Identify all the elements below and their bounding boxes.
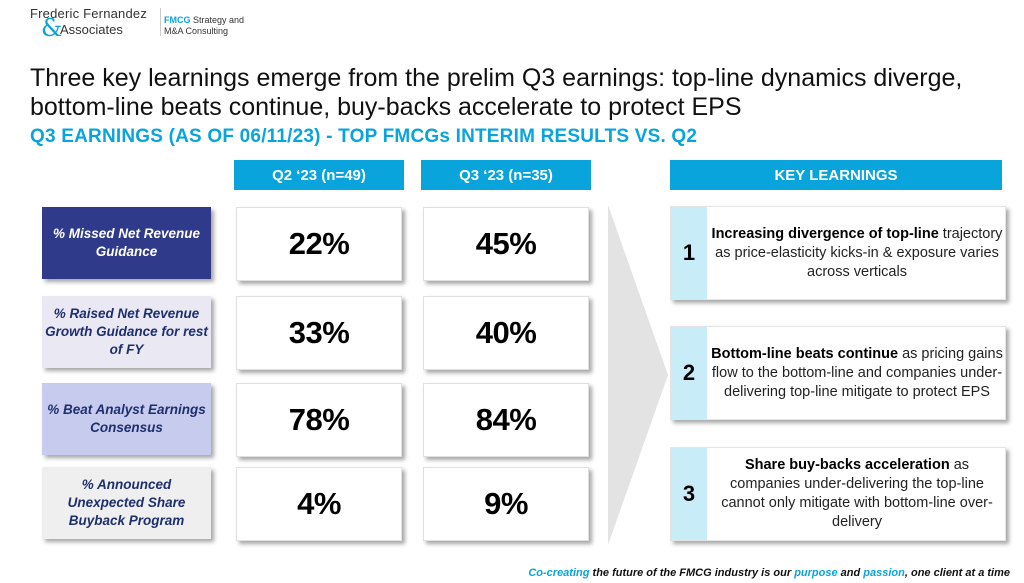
key-learning-item: 3 Share buy-backs acceleration as compani… [670,447,1006,541]
logo-name: Frederic Fernandez [30,6,148,21]
key-learning-number: 2 [671,327,707,419]
row-label: % Raised Net Revenue Growth Guidance for… [42,296,211,368]
logo-divider [160,8,161,36]
logo-ampersand: & [41,14,63,42]
slide-subtitle: Q3 EARNINGS (AS OF 06/11/23) - TOP FMCGs… [30,126,698,147]
footer-tagline: Co-creating the future of the FMCG indus… [528,567,1010,579]
logo-tagline: FMCG Strategy and [164,15,245,25]
logo-tagline-2: M&A Consulting [164,26,229,36]
q3-value: 45% [423,207,589,281]
column-header-q3: Q3 ‘23 (n=35) [421,160,591,190]
row-label: % Beat Analyst Earnings Consensus [42,383,211,455]
key-learning-number: 1 [671,207,707,299]
key-learning-text: Increasing divergence of top-line trajec… [711,225,1003,280]
key-learning-text: Share buy-backs acceleration as companie… [721,457,993,530]
key-learning-item: 2 Bottom-line beats continue as pricing g… [670,326,1006,420]
key-learning-text: Bottom-line beats continue as pricing ga… [711,345,1003,400]
q2-value: 78% [236,383,402,457]
logo-associates: Associates [60,22,123,37]
row-label: % Missed Net Revenue Guidance [42,207,211,279]
column-header-q2: Q2 ‘23 (n=49) [234,160,404,190]
q3-value: 9% [423,467,589,541]
slide-title: Three key learnings emerge from the prel… [30,64,963,121]
q3-value: 40% [423,296,589,370]
chevron-arrow-icon [608,205,668,545]
key-learning-item: 1 Increasing divergence of top-line traje… [670,206,1006,300]
row-label: % Announced Unexpected Share Buyback Pro… [42,467,211,539]
key-learnings-header: KEY LEARNINGS [670,160,1002,190]
q3-value: 84% [423,383,589,457]
q2-value: 33% [236,296,402,370]
key-learning-number: 3 [671,448,707,540]
q2-value: 22% [236,207,402,281]
q2-value: 4% [236,467,402,541]
